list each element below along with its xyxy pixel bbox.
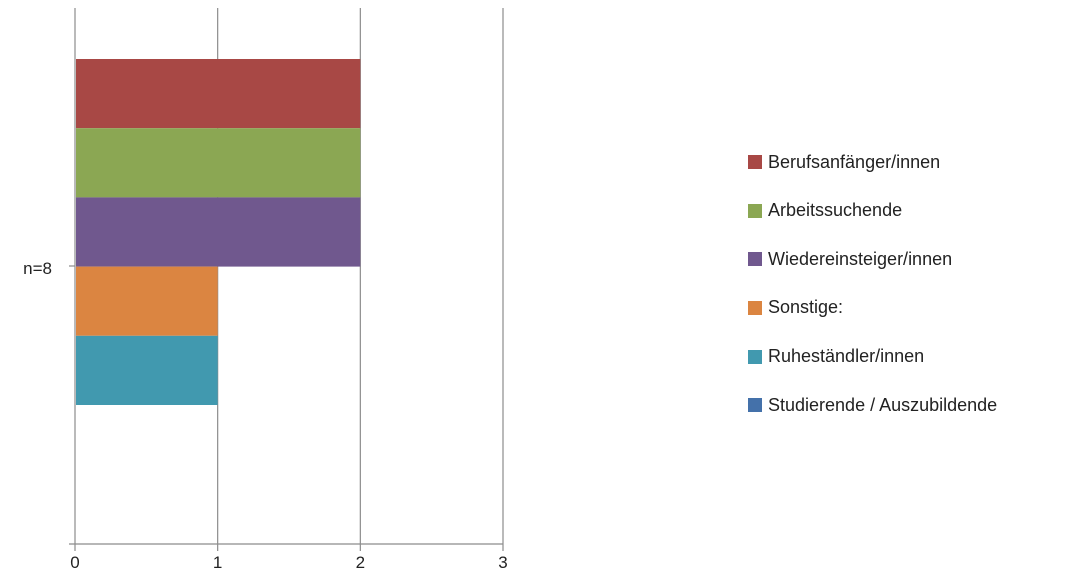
bar: [76, 59, 361, 129]
legend-swatch: [748, 252, 762, 267]
bar: [76, 266, 218, 336]
bars: [76, 59, 361, 405]
legend-swatch: [748, 349, 762, 364]
legend-swatch: [748, 398, 762, 413]
bar: [76, 128, 361, 198]
legend-swatch: [748, 203, 762, 218]
legend-label: Studierende / Auszubildende: [768, 394, 998, 415]
legend-item: Sonstige:: [748, 296, 997, 320]
legend-swatch: [748, 300, 762, 315]
legend: Berufsanfänger/innen Arbeitssuchende Wiede…: [748, 150, 997, 442]
legend-item: Studierende / Auszubildende: [748, 393, 997, 417]
legend-item: Berufsanfänger/innen: [748, 150, 997, 174]
category-label: n=8: [23, 259, 52, 278]
x-tick-label: 2: [356, 553, 365, 572]
legend-item: Arbeitssuchende: [748, 199, 997, 223]
tick-labels: 0 1 2 3: [70, 553, 507, 572]
legend-label: Arbeitssuchende: [768, 200, 903, 221]
bar: [76, 335, 218, 405]
legend-label: Berufsanfänger/innen: [768, 151, 941, 172]
legend-label: Wiedereinsteiger/innen: [768, 248, 953, 269]
x-tick-label: 1: [213, 553, 222, 572]
legend-item: Ruheständler/innen: [748, 344, 997, 368]
legend-label: Ruheständler/innen: [768, 346, 925, 367]
x-tick-label: 0: [70, 553, 79, 572]
x-tick-label: 3: [498, 553, 507, 572]
legend-swatch: [748, 155, 762, 170]
legend-item: Wiedereinsteiger/innen: [748, 247, 997, 271]
axes: [69, 8, 503, 551]
bar: [76, 197, 361, 267]
legend-label: Sonstige:: [768, 297, 844, 318]
